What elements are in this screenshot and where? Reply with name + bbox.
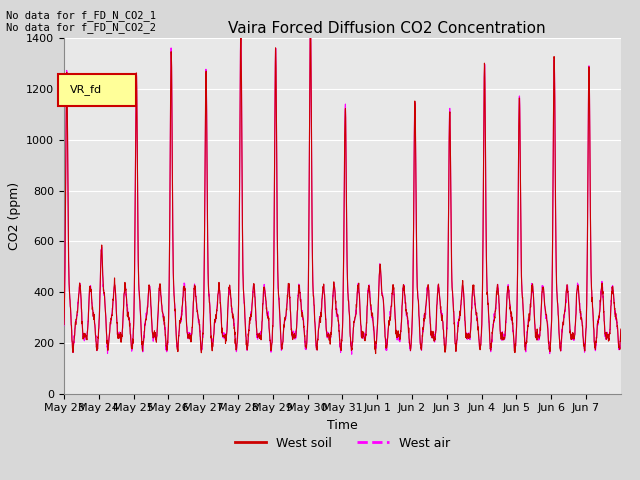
X-axis label: Time: Time [327,419,358,432]
Title: Vaira Forced Diffusion CO2 Concentration: Vaira Forced Diffusion CO2 Concentration [228,21,546,36]
FancyBboxPatch shape [58,74,136,106]
Text: VR_fd: VR_fd [70,84,102,96]
Legend: West soil, West air: West soil, West air [230,432,454,455]
Text: No data for f_FD_N_CO2_1
No data for f_FD_N_CO2_2: No data for f_FD_N_CO2_1 No data for f_F… [6,10,156,33]
Y-axis label: CO2 (ppm): CO2 (ppm) [8,182,20,250]
